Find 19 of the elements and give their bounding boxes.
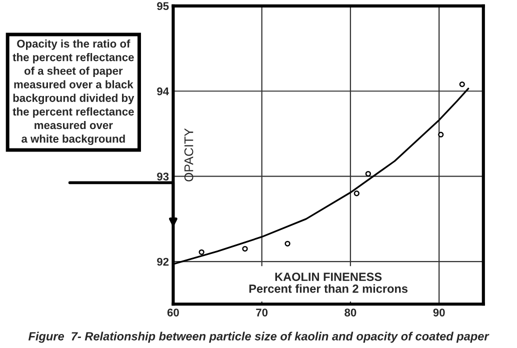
text: Opacity is the ratio of the percent reflectance of a sheet of paper measured over a black background divided by the percent reflectance measured over a white background <box>12 39 134 145</box>
point <box>438 132 444 138</box>
point <box>459 81 465 88</box>
y-axis-title: OPACITY <box>184 128 194 182</box>
point <box>354 190 360 196</box>
y-tick-label: 95 <box>157 2 169 10</box>
text: Figure 7- Relationship between particle size of kaolin and opacity of coated paper <box>28 332 490 343</box>
point <box>242 246 248 252</box>
x-tick-label: 90 <box>433 308 445 316</box>
y-tick-label: 93 <box>157 172 169 180</box>
point <box>284 240 290 246</box>
x-axis-title: KAOLIN FINENESS Percent finer than 2 microns <box>249 272 408 293</box>
x-tick-label: 60 <box>167 308 179 316</box>
y-tick-label: 94 <box>157 87 169 96</box>
x-tick-label: 80 <box>344 308 356 316</box>
x-tick-label: 70 <box>256 308 268 316</box>
point <box>198 249 204 255</box>
point <box>365 170 371 177</box>
y-tick-label: 92 <box>157 258 169 266</box>
